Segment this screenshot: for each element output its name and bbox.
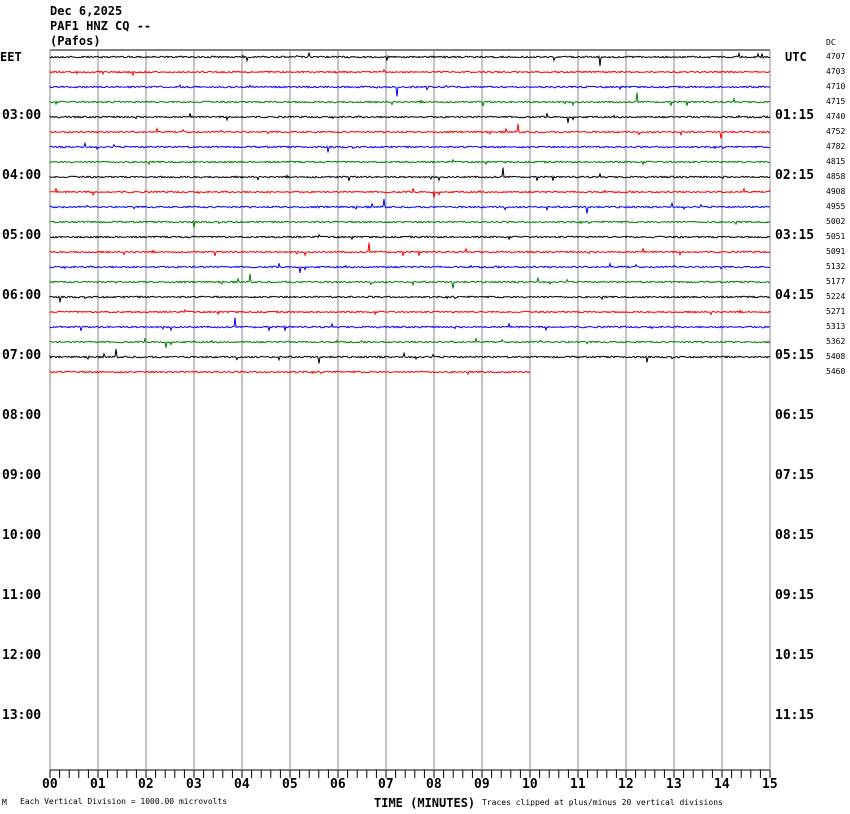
dc-offset-label: 4740 — [826, 112, 846, 121]
right-hour-label: 02:15 — [775, 168, 815, 183]
dc-offset-label: 4715 — [826, 97, 846, 106]
dc-offset-label: 5408 — [826, 352, 846, 361]
dc-offset-label: 5362 — [826, 337, 846, 346]
seismic-trace — [49, 370, 531, 376]
seismic-trace — [49, 198, 771, 214]
x-tick-label: 02 — [138, 777, 154, 792]
left-hour-label: 07:00 — [2, 348, 42, 363]
seismic-trace — [49, 186, 771, 198]
seismic-trace — [49, 141, 771, 153]
x-tick-label: 01 — [90, 777, 106, 792]
right-hour-label: 03:15 — [775, 228, 815, 243]
x-tick-label: 04 — [234, 777, 250, 792]
clip-note: Traces clipped at plus/minus 20 vertical… — [482, 798, 723, 807]
seismic-trace — [49, 273, 771, 289]
dc-offset-label: 5132 — [826, 262, 846, 271]
left-hour-label: 09:00 — [2, 468, 42, 483]
right-hour-label: 11:15 — [775, 708, 815, 723]
corner-mark: M — [2, 798, 7, 807]
x-tick-label: 14 — [714, 777, 730, 792]
right-hour-label: 01:15 — [775, 108, 815, 123]
right-hour-label: 09:15 — [775, 588, 815, 603]
dc-label: DC — [826, 38, 836, 47]
left-hour-label: 06:00 — [2, 288, 42, 303]
x-tick-label: 10 — [522, 777, 538, 792]
seismic-trace — [49, 167, 771, 182]
dc-offset-label: 4815 — [826, 157, 846, 166]
x-tick-label: 13 — [666, 777, 682, 792]
x-tick-label: 15 — [762, 777, 778, 792]
left-hour-label: 13:00 — [2, 708, 42, 723]
seismic-trace — [49, 158, 771, 166]
seismic-trace — [49, 233, 771, 241]
dc-offset-label: 4955 — [826, 202, 846, 211]
seismic-trace — [49, 308, 771, 316]
seismic-trace — [49, 92, 771, 107]
left-hour-label: 08:00 — [2, 408, 42, 423]
seismic-trace — [49, 123, 770, 139]
x-axis-title: TIME (MINUTES) — [374, 796, 476, 810]
right-hour-label: 06:15 — [775, 408, 815, 423]
x-tick-label: 11 — [570, 777, 586, 792]
seismic-trace — [49, 317, 771, 332]
dc-offset-label: 5002 — [826, 217, 846, 226]
right-hour-label: 05:15 — [775, 348, 815, 363]
x-tick-label: 12 — [618, 777, 634, 792]
dc-offset-label: 4782 — [826, 142, 846, 151]
seismic-trace — [49, 68, 771, 77]
dc-offset-label: 4703 — [826, 67, 846, 76]
left-hour-label: 04:00 — [2, 168, 42, 183]
x-tick-label: 07 — [378, 777, 394, 792]
x-tick-label: 03 — [186, 777, 202, 792]
left-hour-label: 10:00 — [2, 528, 42, 543]
seismic-trace — [49, 336, 771, 348]
scale-note: Each Vertical Division = 1000.00 microvo… — [20, 797, 228, 806]
date-label: Dec 6,2025 — [50, 4, 123, 18]
left-hour-label: 03:00 — [2, 108, 42, 123]
dc-offset-label: 5051 — [826, 232, 846, 241]
right-hour-label: 04:15 — [775, 288, 815, 303]
dc-offset-label: 5313 — [826, 322, 846, 331]
left-hour-label: 12:00 — [2, 648, 42, 663]
x-tick-label: 06 — [330, 777, 346, 792]
seismic-trace — [49, 84, 771, 97]
x-tick-label: 09 — [474, 777, 490, 792]
seismic-trace — [49, 51, 771, 67]
dc-offset-label: 5460 — [826, 367, 846, 376]
x-tick-label: 00 — [42, 777, 58, 792]
station-label: PAF1 HNZ CQ -- — [50, 19, 152, 33]
x-tick-label: 08 — [426, 777, 442, 792]
dc-offset-label: 4752 — [826, 127, 846, 136]
right-hour-label: 08:15 — [775, 528, 815, 543]
dc-offset-label: 4858 — [826, 172, 846, 181]
right-hour-label: 07:15 — [775, 468, 815, 483]
left-hour-label: 11:00 — [2, 588, 42, 603]
x-tick-label: 05 — [282, 777, 298, 792]
seismic-trace — [49, 113, 771, 123]
seismic-trace — [49, 261, 771, 273]
dc-offset-label: 4908 — [826, 187, 846, 196]
seismic-trace — [49, 220, 771, 228]
dc-offset-label: 5271 — [826, 307, 846, 316]
dc-offset-label: 4710 — [826, 82, 846, 91]
left-hour-label: 05:00 — [2, 228, 42, 243]
right-hour-label: 10:15 — [775, 648, 815, 663]
dc-offset-label: 4707 — [826, 52, 846, 61]
seismic-trace — [49, 348, 771, 364]
right-timezone: UTC — [785, 50, 807, 64]
dc-offset-label: 5177 — [826, 277, 846, 286]
left-timezone: EET — [0, 50, 22, 64]
seismic-trace — [49, 242, 771, 257]
location-label: (Pafos) — [50, 34, 101, 48]
dc-offset-label: 5091 — [826, 247, 846, 256]
seismic-trace — [49, 295, 771, 303]
dc-offset-label: 5224 — [826, 292, 846, 301]
